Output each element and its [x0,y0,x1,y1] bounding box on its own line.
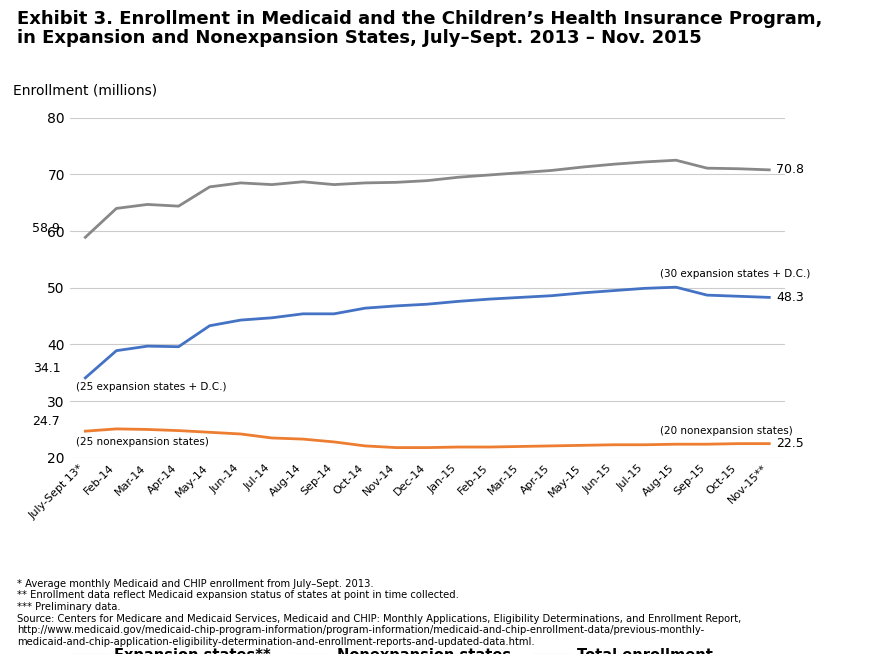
Text: Exhibit 3. Enrollment in Medicaid and the Children’s Health Insurance Program,: Exhibit 3. Enrollment in Medicaid and th… [17,10,823,28]
Text: 58.9: 58.9 [32,222,60,235]
Text: 70.8: 70.8 [776,164,804,177]
Text: in Expansion and Nonexpansion States, July–Sept. 2013 – Nov. 2015: in Expansion and Nonexpansion States, Ju… [17,29,702,48]
Text: (20 nonexpansion states): (20 nonexpansion states) [660,426,794,436]
Text: (30 expansion states + D.C.): (30 expansion states + D.C.) [660,269,811,279]
Text: 48.3: 48.3 [776,291,804,304]
Text: 34.1: 34.1 [32,362,60,375]
Text: * Average monthly Medicaid and CHIP enrollment from July–Sept. 2013.
** Enrollme: * Average monthly Medicaid and CHIP enro… [17,579,742,647]
Text: (25 expansion states + D.C.): (25 expansion states + D.C.) [76,382,227,392]
Text: 24.7: 24.7 [32,415,60,428]
Legend: Expansion states**, Nonexpansion states, Total enrollment: Expansion states**, Nonexpansion states,… [65,642,719,654]
Text: Enrollment (millions): Enrollment (millions) [12,83,157,97]
Text: (25 nonexpansion states): (25 nonexpansion states) [76,437,209,447]
Text: 22.5: 22.5 [776,437,804,450]
